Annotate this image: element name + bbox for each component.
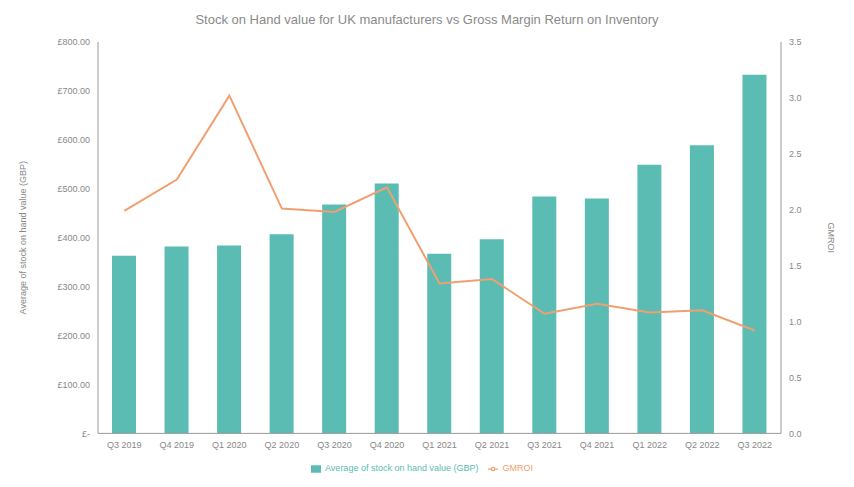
svg-text:2.5: 2.5	[789, 149, 802, 159]
svg-text:Q3 2021: Q3 2021	[527, 440, 562, 450]
svg-text:£300.00: £300.00	[57, 282, 90, 292]
svg-text:Q2 2022: Q2 2022	[685, 440, 720, 450]
svg-text:Q4 2020: Q4 2020	[370, 440, 405, 450]
svg-text:Q3 2022: Q3 2022	[737, 440, 772, 450]
svg-text:£200.00: £200.00	[57, 331, 90, 341]
svg-text:1.5: 1.5	[789, 261, 802, 271]
svg-text:£700.00: £700.00	[57, 86, 90, 96]
svg-text:1.0: 1.0	[789, 317, 802, 327]
svg-text:£-: £-	[82, 429, 90, 439]
svg-text:£600.00: £600.00	[57, 135, 90, 145]
svg-text:GMROI: GMROI	[826, 222, 836, 253]
html-text:Average of stock on hand value: Average of stock on hand value (GBP)	[325, 463, 479, 474]
svg-text:Q4 2021: Q4 2021	[580, 440, 615, 450]
svg-text:3.5: 3.5	[789, 37, 802, 47]
svg-text:Q3 2019: Q3 2019	[107, 440, 142, 450]
svg-text:Q1 2020: Q1 2020	[212, 440, 247, 450]
svg-text:0.5: 0.5	[789, 373, 802, 383]
svg-text:£800.00: £800.00	[57, 37, 90, 47]
svg-text:Average of stock on hand value: Average of stock on hand value (GBP)	[18, 161, 28, 314]
svg-text:0.0: 0.0	[789, 429, 802, 439]
html-text:Stock on Hand value for UK man: Stock on Hand value for UK manufacturers…	[195, 12, 659, 27]
html-text:GMROI: GMROI	[502, 463, 533, 474]
svg-text:Q2 2021: Q2 2021	[475, 440, 510, 450]
svg-text:£100.00: £100.00	[57, 380, 90, 390]
svg-text:2.0: 2.0	[789, 205, 802, 215]
svg-text:Q4 2019: Q4 2019	[160, 440, 195, 450]
svg-text:£500.00: £500.00	[57, 184, 90, 194]
svg-text:Q2 2020: Q2 2020	[265, 440, 300, 450]
svg-text:Q3 2020: Q3 2020	[317, 440, 352, 450]
svg-text:Q1 2022: Q1 2022	[632, 440, 667, 450]
svg-text:£400.00: £400.00	[57, 233, 90, 243]
svg-text:Q1 2021: Q1 2021	[422, 440, 457, 450]
svg-text:3.0: 3.0	[789, 93, 802, 103]
